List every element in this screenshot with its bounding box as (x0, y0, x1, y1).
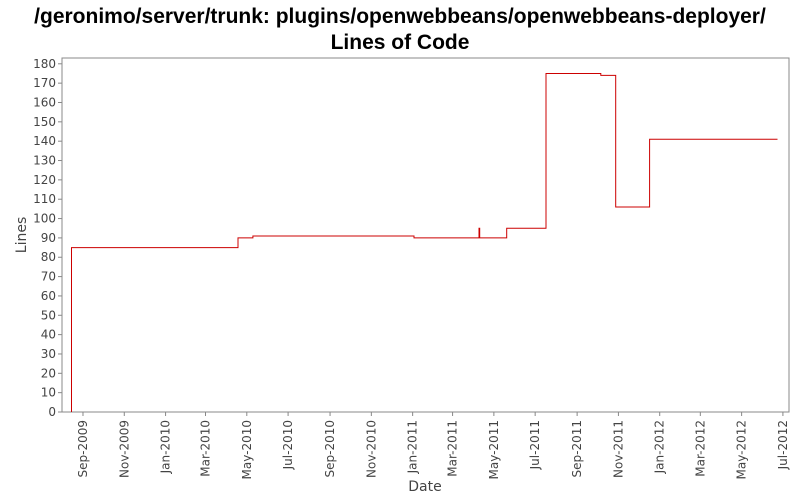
x-tick-label: Mar-2012 (693, 420, 707, 477)
x-tick-label: Jul-2010 (281, 420, 295, 470)
y-tick-label: 20 (41, 366, 56, 380)
x-tick-label: Mar-2011 (446, 420, 460, 477)
y-tick-label: 120 (33, 173, 56, 187)
y-tick-label: 180 (33, 57, 56, 71)
chart-title-line-1: /geronimo/server/trunk: plugins/openwebb… (34, 5, 766, 28)
plot-area (61, 57, 790, 413)
x-tick-label: Jan-2011 (406, 420, 420, 474)
x-tick-label: Nov-2010 (364, 420, 378, 478)
x-tick-label: Sep-2010 (323, 420, 337, 478)
x-tick-label: Sep-2011 (570, 420, 584, 478)
x-axis: Sep-2009 Nov-2009 Jan-2010 Mar-2010 May-2010… (76, 412, 790, 479)
chart-title: /geronimo/server/trunk: plugins/openwebb… (0, 4, 800, 56)
y-tick-label: 100 (33, 212, 56, 226)
y-tick-label: 40 (41, 328, 56, 342)
y-tick-label: 30 (41, 347, 56, 361)
y-axis: 0 10 20 30 40 50 60 70 80 90 100 110 120 130 140 150 160… (33, 57, 62, 419)
y-tick-label: 150 (33, 115, 56, 129)
y-tick-label: 50 (41, 308, 56, 322)
y-tick-label: 60 (41, 289, 56, 303)
chart-title-line-2: Lines of Code (330, 31, 470, 54)
x-tick-label: May-2011 (487, 420, 501, 479)
x-tick-label: Nov-2009 (117, 420, 131, 478)
y-tick-label: 0 (48, 405, 56, 419)
x-tick-label: Nov-2011 (611, 420, 625, 478)
x-tick-label: Jan-2012 (653, 420, 667, 474)
y-tick-label: 170 (33, 76, 56, 90)
y-tick-label: 160 (33, 95, 56, 109)
y-tick-label: 80 (41, 250, 56, 264)
y-tick-label: 90 (41, 231, 56, 245)
x-tick-label: Jul-2012 (776, 420, 790, 470)
x-tick-label: May-2010 (240, 420, 254, 479)
x-tick-label: Mar-2010 (199, 420, 213, 477)
series-line (71, 73, 778, 412)
y-tick-label: 140 (33, 134, 56, 148)
x-tick-label: Jul-2011 (528, 420, 542, 470)
y-axis-label: Lines (14, 217, 30, 253)
x-tick-label: May-2012 (735, 420, 749, 479)
y-tick-label: 10 (41, 386, 56, 400)
y-tick-label: 70 (41, 270, 56, 284)
y-tick-label: 110 (33, 192, 56, 206)
x-tick-label: Jan-2010 (159, 420, 173, 474)
x-tick-label: Sep-2009 (76, 420, 90, 478)
y-tick-label: 130 (33, 154, 56, 168)
x-axis-label: Date (408, 479, 441, 495)
